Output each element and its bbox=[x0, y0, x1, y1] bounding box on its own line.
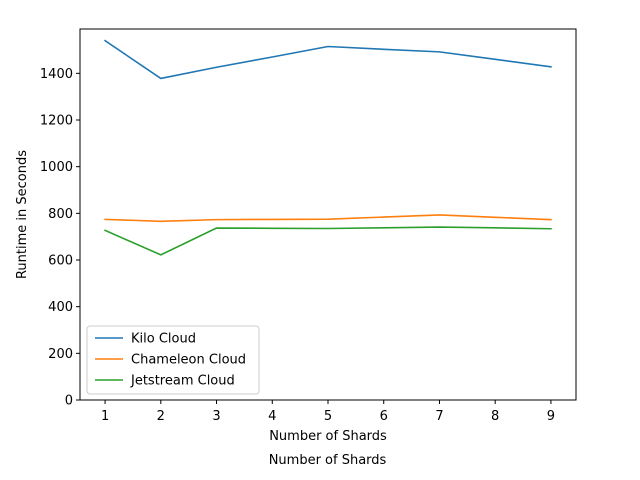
legend-label: Kilo Cloud bbox=[131, 332, 196, 347]
x-tick-label: 2 bbox=[157, 409, 165, 424]
x-tick-label: 4 bbox=[268, 409, 276, 424]
legend-label: Chameleon Cloud bbox=[131, 353, 246, 368]
y-tick-label: 200 bbox=[48, 347, 73, 362]
x-tick-label: 6 bbox=[380, 409, 388, 424]
y-tick-label: 1200 bbox=[40, 114, 73, 129]
x-tick-label: 9 bbox=[547, 409, 555, 424]
x-tick-label: 3 bbox=[212, 409, 220, 424]
series-line-kilo-cloud bbox=[103, 39, 552, 80]
series-line-chameleon-cloud bbox=[104, 214, 552, 223]
y-axis-ticks: 0 200 400 600 800 1000 1200 1400 bbox=[40, 67, 80, 409]
y-tick-label: 800 bbox=[48, 207, 73, 222]
x-axis-ticks: 1 2 3 4 5 6 7 8 9 bbox=[101, 400, 555, 424]
y-tick-label: 1000 bbox=[40, 160, 73, 175]
legend-label: Jetstream Cloud bbox=[130, 374, 235, 389]
x-axis-label: Number of Shards bbox=[269, 429, 387, 444]
y-axis-label: Runtime in Seconds bbox=[15, 150, 30, 279]
y-tick-label: 1400 bbox=[40, 67, 73, 82]
x-tick-label: 8 bbox=[491, 409, 499, 424]
plot-frame bbox=[79, 28, 577, 401]
x-tick-label: 7 bbox=[435, 409, 443, 424]
y-tick-label: 400 bbox=[48, 300, 73, 315]
x-tick-label: 5 bbox=[324, 409, 332, 424]
y-tick-label: 0 bbox=[65, 394, 73, 409]
series-lines bbox=[103, 39, 552, 256]
legend-box bbox=[86, 325, 260, 395]
legend: Kilo Cloud Chameleon Cloud Jetstream Cloud bbox=[86, 325, 260, 395]
x-tick-label: 1 bbox=[101, 409, 109, 424]
figure-caption: Number of Shards bbox=[268, 453, 387, 468]
y-tick-label: 600 bbox=[48, 254, 73, 269]
series-line-jetstream-cloud bbox=[104, 226, 552, 256]
